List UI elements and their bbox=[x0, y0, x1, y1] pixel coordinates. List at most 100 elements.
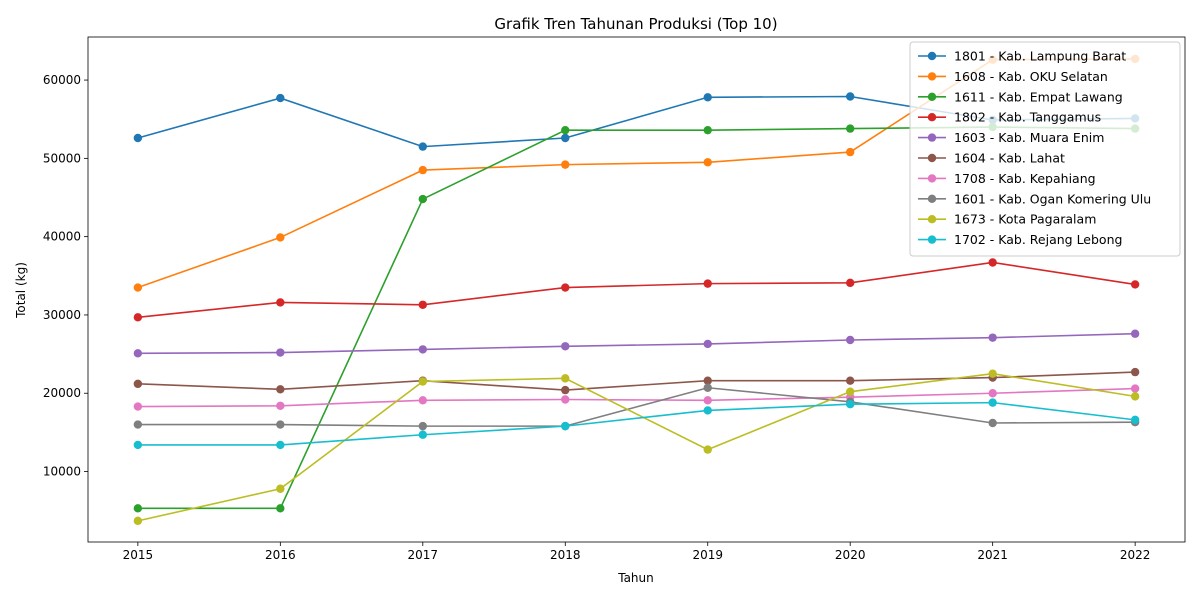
data-point bbox=[846, 376, 855, 385]
data-point bbox=[418, 345, 427, 354]
data-point bbox=[561, 385, 570, 395]
plot-area bbox=[87, 36, 1186, 543]
legend-label: 1608 - Kab. OKU Selatan bbox=[954, 69, 1108, 84]
data-point bbox=[561, 125, 570, 135]
legend-marker bbox=[927, 174, 937, 183]
series-8 bbox=[133, 369, 1140, 526]
x-tick-label: 2021 bbox=[977, 548, 1008, 562]
data-point bbox=[276, 385, 285, 394]
legend-marker bbox=[927, 72, 937, 81]
data-point bbox=[988, 398, 997, 407]
legend-label: 1601 - Kab. Ogan Komering Ulu bbox=[954, 191, 1151, 206]
data-point bbox=[133, 283, 143, 292]
data-point bbox=[561, 160, 570, 169]
data-point bbox=[133, 504, 143, 513]
data-point bbox=[846, 278, 855, 288]
x-axis: 2015 2016 2017 2018 2019 2020 2021 2022 bbox=[123, 542, 1151, 562]
legend-item: 1702 - Kab. Rejang Lebong bbox=[918, 232, 1122, 247]
data-point bbox=[1130, 280, 1140, 289]
y-tick-label: 50000 bbox=[43, 151, 81, 165]
data-point bbox=[276, 440, 285, 450]
legend-label: 1802 - Kab. Tanggamus bbox=[954, 110, 1101, 125]
data-point bbox=[276, 504, 285, 513]
series-7 bbox=[133, 383, 1140, 431]
y-axis: 10000 20000 30000 40000 50000 60000 bbox=[43, 73, 88, 479]
data-point bbox=[418, 421, 427, 431]
legend-marker bbox=[927, 113, 937, 122]
legend-label: 1702 - Kab. Rejang Lebong bbox=[954, 232, 1122, 247]
series-line bbox=[137, 261, 1136, 319]
data-point bbox=[846, 400, 855, 409]
data-point bbox=[846, 335, 855, 345]
data-point bbox=[276, 420, 285, 429]
data-point bbox=[561, 283, 570, 292]
x-tick-label: 2020 bbox=[835, 548, 866, 562]
data-point bbox=[703, 445, 712, 454]
data-point bbox=[846, 387, 855, 396]
data-point bbox=[276, 348, 285, 357]
data-point bbox=[133, 349, 143, 358]
legend-item: 1673 - Kota Pagaralam bbox=[918, 212, 1096, 227]
data-point bbox=[988, 258, 997, 267]
data-point bbox=[133, 402, 143, 411]
legend-label: 1604 - Kab. Lahat bbox=[954, 151, 1065, 166]
legend-item: 1802 - Kab. Tanggamus bbox=[918, 110, 1101, 125]
legend-item: 1608 - Kab. OKU Selatan bbox=[918, 69, 1108, 84]
y-tick-label: 20000 bbox=[43, 386, 81, 400]
legend-marker bbox=[927, 153, 937, 163]
data-point bbox=[1130, 329, 1140, 338]
legend-marker bbox=[927, 92, 937, 102]
data-point bbox=[418, 165, 427, 175]
y-axis-label: Total (kg) bbox=[14, 262, 28, 319]
data-point bbox=[988, 389, 997, 398]
data-point bbox=[276, 233, 285, 242]
data-point bbox=[418, 396, 427, 405]
data-point bbox=[703, 125, 712, 135]
legend-marker bbox=[927, 215, 937, 224]
x-tick-label: 2016 bbox=[265, 548, 296, 562]
legend-item: 1801 - Kab. Lampung Barat bbox=[918, 49, 1126, 64]
chart-title: Grafik Tren Tahunan Produksi (Top 10) bbox=[494, 15, 777, 33]
data-point bbox=[846, 147, 855, 157]
data-point bbox=[133, 420, 143, 429]
data-point bbox=[703, 383, 712, 392]
data-point bbox=[703, 396, 712, 405]
data-point bbox=[1130, 367, 1140, 377]
data-point bbox=[561, 133, 570, 143]
series-3 bbox=[133, 258, 1140, 322]
series-line bbox=[137, 371, 1136, 391]
x-tick-label: 2019 bbox=[692, 548, 723, 562]
legend-marker bbox=[927, 133, 937, 142]
y-tick-label: 60000 bbox=[43, 73, 81, 87]
x-tick-label: 2022 bbox=[1120, 548, 1151, 562]
legend-label: 1801 - Kab. Lampung Barat bbox=[954, 49, 1126, 64]
data-point bbox=[1130, 415, 1140, 425]
data-point bbox=[133, 440, 143, 450]
data-point bbox=[276, 401, 285, 410]
legend-item: 1604 - Kab. Lahat bbox=[918, 151, 1065, 166]
data-point bbox=[133, 379, 143, 389]
data-point bbox=[703, 339, 712, 349]
x-axis-label: Tahun bbox=[617, 571, 654, 585]
series-line bbox=[137, 372, 1136, 522]
data-point bbox=[988, 369, 997, 378]
data-point bbox=[703, 158, 712, 167]
series-line bbox=[137, 387, 1136, 408]
data-point bbox=[1130, 392, 1140, 401]
x-tick-label: 2017 bbox=[408, 548, 439, 562]
data-point bbox=[561, 342, 570, 351]
legend-box bbox=[909, 41, 1181, 257]
legend-label: 1708 - Kab. Kepahiang bbox=[954, 171, 1096, 186]
legend: 1801 - Kab. Lampung Barat 1608 - Kab. OKU… bbox=[909, 41, 1181, 257]
data-point bbox=[133, 133, 143, 143]
series-line bbox=[137, 332, 1136, 355]
data-point bbox=[276, 298, 285, 307]
data-point bbox=[418, 430, 427, 439]
y-tick-label: 10000 bbox=[43, 465, 81, 479]
data-point bbox=[418, 377, 427, 386]
data-point bbox=[703, 279, 712, 288]
legend-marker bbox=[927, 194, 937, 203]
legend-label: 1611 - Kab. Empat Lawang bbox=[954, 89, 1123, 104]
legend-item: 1611 - Kab. Empat Lawang bbox=[918, 89, 1123, 104]
y-tick-label: 40000 bbox=[43, 230, 81, 244]
